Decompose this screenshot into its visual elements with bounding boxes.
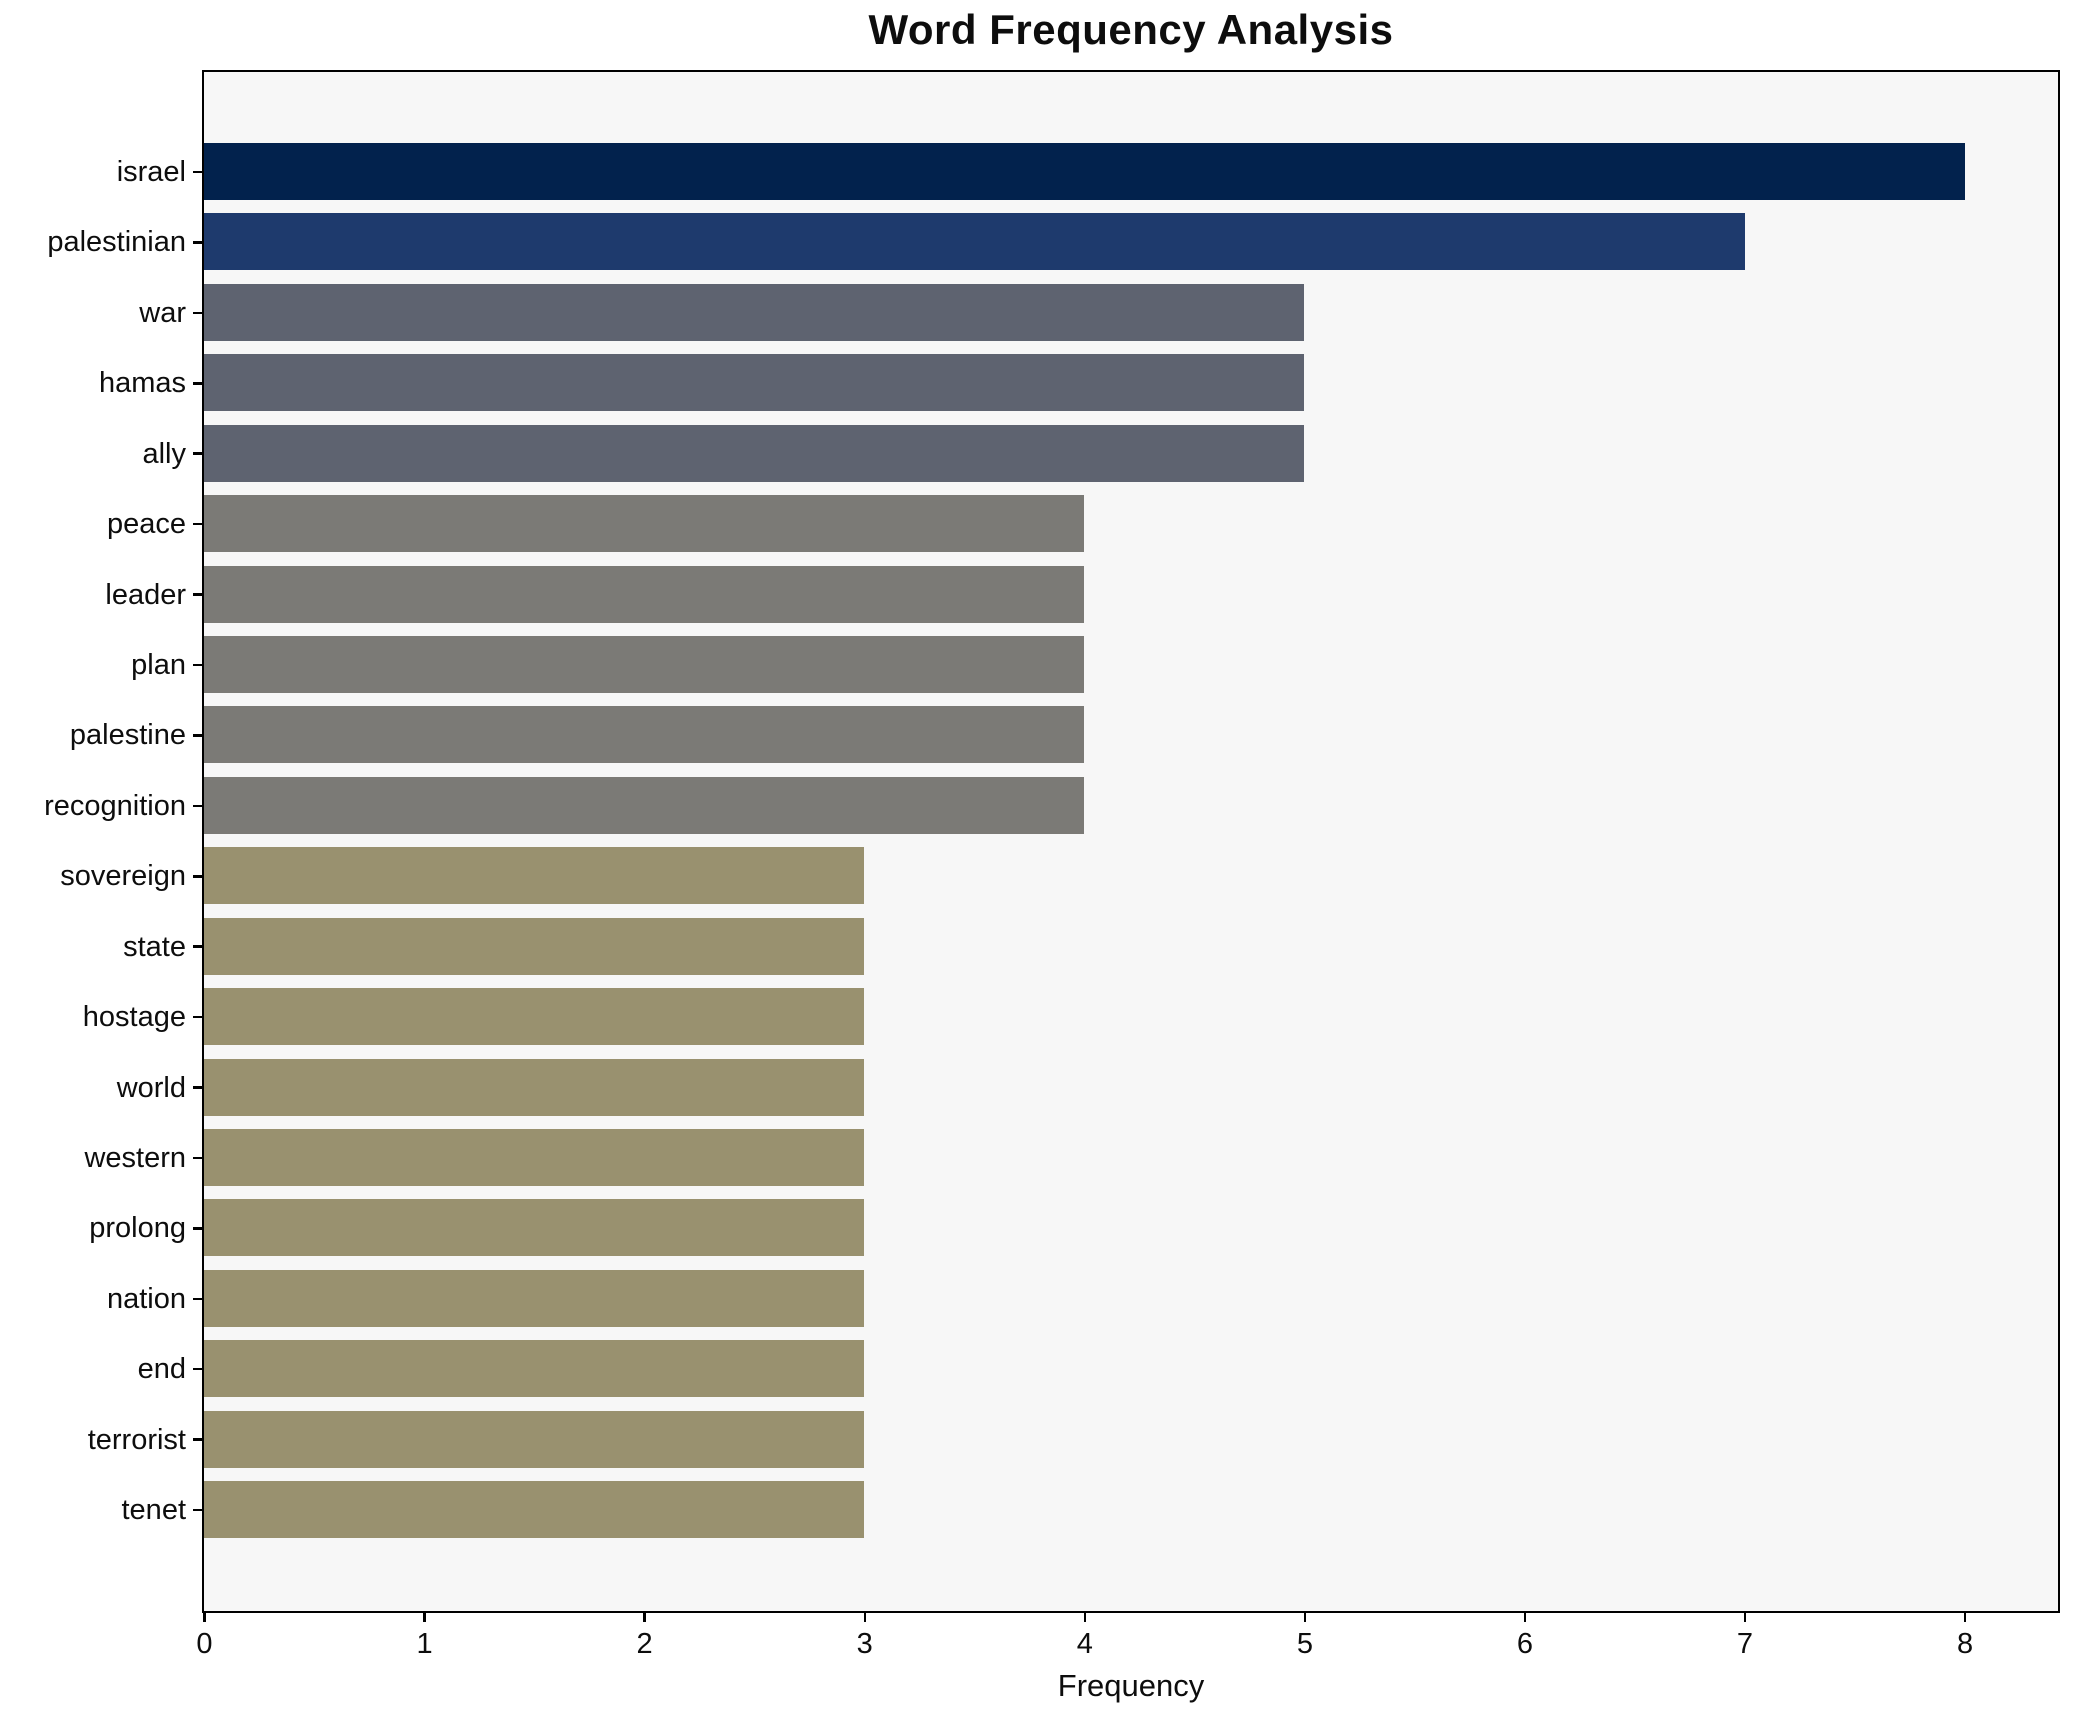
y-tick-mark-recognition	[193, 804, 202, 807]
y-tick-label-palestinian: palestinian	[47, 226, 186, 259]
x-tick-label-3: 3	[856, 1628, 873, 1660]
y-tick-mark-tenet	[193, 1508, 202, 1512]
y-tick-mark-war	[193, 311, 202, 315]
x-tick-label-7: 7	[1736, 1628, 1754, 1660]
x-tick-label-0: 0	[196, 1628, 213, 1660]
y-tick-label-leader: leader	[105, 578, 186, 611]
y-tick-mark-israel	[193, 170, 202, 174]
y-tick-label-western: western	[84, 1141, 186, 1174]
y-tick-label-world: world	[116, 1071, 186, 1104]
x-tick-label-2: 2	[636, 1628, 653, 1660]
y-tick-mark-nation	[193, 1297, 202, 1300]
bar-ally	[204, 424, 1305, 482]
x-tick-label-5: 5	[1296, 1628, 1313, 1660]
y-tick-mark-sovereign	[193, 875, 202, 878]
y-tick-mark-peace	[193, 522, 202, 526]
y-tick-label-israel: israel	[116, 156, 186, 188]
y-tick-mark-western	[193, 1156, 202, 1160]
x-tick-mark-6	[1523, 1613, 1527, 1622]
y-tick-label-war: war	[139, 296, 186, 329]
x-tick-mark-0	[203, 1613, 206, 1622]
bar-world	[204, 1058, 865, 1116]
y-tick-label-ally: ally	[142, 437, 186, 470]
y-tick-label-recognition: recognition	[44, 789, 186, 822]
y-tick-mark-hostage	[193, 1015, 202, 1019]
y-tick-label-palestine: palestine	[69, 719, 186, 752]
y-tick-label-nation: nation	[106, 1282, 186, 1315]
y-tick-label-state: state	[123, 930, 186, 963]
y-tick-mark-state	[193, 945, 202, 948]
bar-palestine	[204, 706, 1085, 764]
bar-recognition	[204, 776, 1085, 834]
y-tick-mark-terrorist	[193, 1438, 202, 1441]
bar-peace	[204, 495, 1085, 553]
x-tick-label-4: 4	[1076, 1628, 1093, 1660]
y-tick-mark-hamas	[193, 382, 202, 385]
y-tick-mark-ally	[193, 452, 202, 455]
bar-leader	[204, 565, 1085, 623]
x-tick-mark-2	[643, 1613, 646, 1622]
bar-end	[204, 1340, 865, 1398]
x-tick-mark-4	[1083, 1613, 1086, 1622]
x-tick-mark-3	[863, 1613, 866, 1622]
chart-title: Word Frequency Analysis	[868, 6, 1394, 53]
bar-terrorist	[204, 1410, 865, 1468]
y-tick-mark-prolong	[193, 1227, 202, 1230]
y-tick-mark-leader	[193, 593, 202, 596]
y-tick-label-end: end	[137, 1353, 186, 1386]
bar-war	[204, 283, 1305, 341]
x-axis-label: Frequency	[1057, 1668, 1205, 1703]
x-tick-label-1: 1	[416, 1628, 433, 1660]
bar-hostage	[204, 988, 865, 1046]
bar-plan	[204, 635, 1085, 693]
bar-palestinian	[204, 213, 1745, 271]
y-tick-label-plan: plan	[131, 648, 186, 681]
bar-prolong	[204, 1199, 865, 1257]
y-tick-label-prolong: prolong	[89, 1212, 186, 1245]
bar-israel	[204, 143, 1965, 200]
y-tick-mark-palestine	[193, 734, 202, 737]
y-tick-mark-palestinian	[193, 241, 202, 244]
x-tick-mark-1	[423, 1613, 426, 1622]
bar-western	[204, 1128, 865, 1186]
bar-tenet	[204, 1481, 865, 1538]
y-tick-mark-end	[193, 1367, 202, 1371]
y-tick-label-tenet: tenet	[121, 1494, 187, 1526]
y-tick-label-terrorist: terrorist	[87, 1423, 186, 1456]
y-tick-label-sovereign: sovereign	[60, 860, 186, 893]
bar-nation	[204, 1269, 865, 1327]
plot-area	[202, 70, 2060, 1613]
x-tick-mark-7	[1743, 1613, 1747, 1622]
y-tick-label-peace: peace	[106, 508, 186, 541]
y-tick-label-hostage: hostage	[82, 1001, 186, 1034]
x-tick-mark-8	[1963, 1613, 1967, 1622]
x-tick-mark-5	[1303, 1613, 1307, 1622]
bar-state	[204, 917, 865, 975]
x-tick-label-8: 8	[1957, 1628, 1974, 1660]
x-tick-label-6: 6	[1516, 1628, 1533, 1660]
y-tick-mark-plan	[193, 663, 202, 667]
y-tick-mark-world	[193, 1086, 202, 1089]
bar-hamas	[204, 354, 1305, 412]
bar-sovereign	[204, 847, 865, 905]
y-tick-label-hamas: hamas	[98, 367, 186, 400]
